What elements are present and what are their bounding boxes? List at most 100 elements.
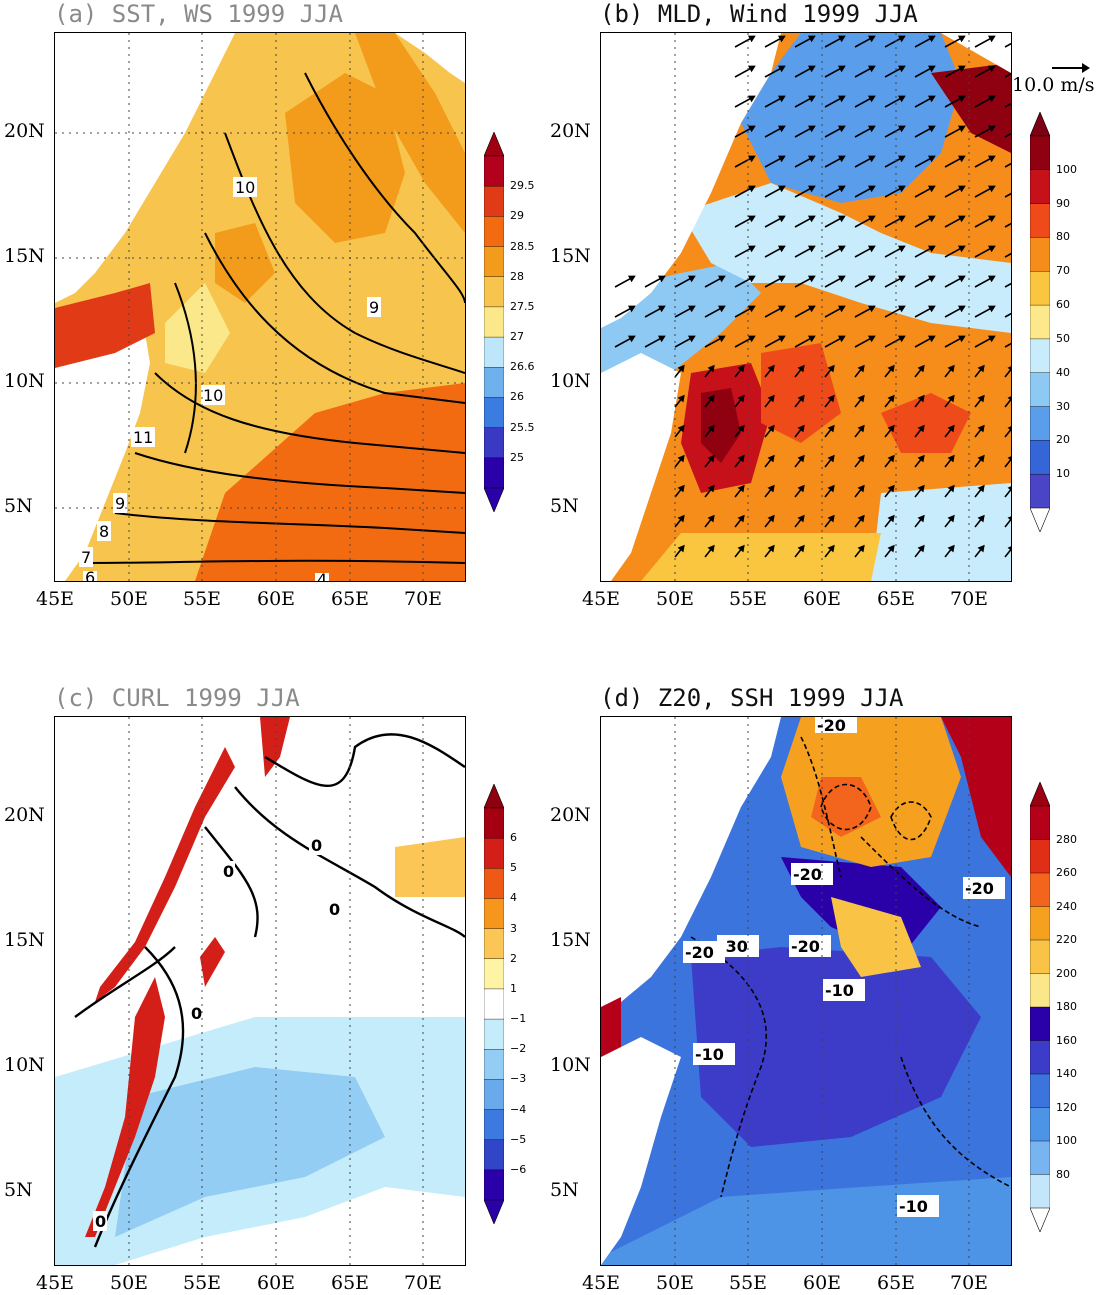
contour-label: -20 bbox=[685, 943, 714, 962]
wind-vector-head bbox=[677, 454, 685, 463]
wind-vector-head bbox=[827, 454, 835, 463]
wind-vector-head bbox=[677, 514, 685, 523]
wind-vector-head bbox=[827, 364, 835, 373]
x-tick-label: 70E bbox=[950, 588, 989, 610]
contour-label: -20 bbox=[793, 865, 822, 884]
wind-vector-head bbox=[867, 185, 876, 193]
contour-label: 11 bbox=[133, 428, 153, 447]
x-tick-label: 50E bbox=[656, 1272, 695, 1294]
wind-vector-head bbox=[837, 185, 846, 193]
colorbar-segment bbox=[1029, 372, 1051, 408]
wind-vector-head bbox=[1007, 486, 1011, 491]
wind-vector-head bbox=[987, 335, 996, 343]
wind-vector-head bbox=[807, 35, 816, 43]
wind-vector-head bbox=[867, 245, 876, 253]
colorbar-label: 140 bbox=[1056, 1067, 1077, 1080]
y-tick-label: 10N bbox=[4, 370, 45, 392]
colorbar-top-triangle bbox=[1029, 111, 1051, 137]
wind-vector-head bbox=[767, 424, 775, 433]
wind-vector-head bbox=[897, 275, 906, 283]
colorbar-segment bbox=[1029, 872, 1051, 908]
wind-vector-head bbox=[657, 305, 666, 313]
colorbar-segment bbox=[483, 397, 505, 429]
wind-vector bbox=[1004, 72, 1011, 78]
wind-vector-head bbox=[807, 305, 816, 313]
colorbar-segment bbox=[1029, 237, 1051, 272]
colorbar-label: 240 bbox=[1056, 899, 1077, 913]
wind-vector-head bbox=[917, 544, 925, 553]
colorbar-label: −3 bbox=[510, 1072, 527, 1086]
contour-label: 7 bbox=[81, 548, 91, 567]
wind-vector-head bbox=[987, 35, 996, 43]
colorbar-segment bbox=[1029, 169, 1051, 205]
wind-vector-head bbox=[747, 215, 756, 223]
wind-vector-head bbox=[857, 514, 865, 523]
y-tick-label: 20N bbox=[4, 804, 45, 826]
wind-vector-head bbox=[897, 125, 906, 133]
wind-vector bbox=[1004, 398, 1011, 408]
wind-vector bbox=[1004, 192, 1011, 198]
wind-vector bbox=[1004, 42, 1011, 48]
wind-vector-head bbox=[867, 155, 876, 163]
wind-vector-head bbox=[947, 484, 955, 493]
colorbar-segment bbox=[483, 988, 505, 1020]
wind-vector-head bbox=[1007, 396, 1011, 401]
y-tick-label: 5N bbox=[4, 1179, 33, 1201]
wind-vector-head bbox=[957, 245, 966, 253]
wind-vector-head bbox=[1007, 456, 1011, 461]
wind-vector-head bbox=[807, 335, 816, 343]
wind-vector bbox=[1004, 312, 1011, 318]
wind-vector-head bbox=[957, 65, 966, 73]
wind-vector-head bbox=[767, 544, 775, 553]
contour-label: 10 bbox=[235, 178, 255, 197]
wind-vector-head bbox=[797, 424, 805, 433]
colorbar bbox=[483, 131, 505, 516]
colorbar-label: 100 bbox=[1056, 1134, 1077, 1147]
colorbar-segment bbox=[1029, 906, 1051, 941]
colorbar-segment bbox=[1029, 973, 1051, 1008]
colorbar-segment bbox=[1029, 203, 1051, 239]
x-tick-label: 65E bbox=[877, 1272, 916, 1294]
wind-vector-head bbox=[867, 125, 876, 133]
colorbar bbox=[1029, 111, 1051, 536]
wind-vector-head bbox=[747, 185, 756, 193]
wind-vector-head bbox=[807, 215, 816, 223]
wind-vector-head bbox=[707, 424, 715, 433]
wind-vector-head bbox=[897, 35, 906, 43]
wind-vector-head bbox=[777, 35, 786, 43]
colorbar-label: 6 bbox=[510, 831, 517, 845]
wind-vector-head bbox=[807, 65, 816, 73]
wind-vector-head bbox=[837, 95, 846, 103]
wind-vector-head bbox=[777, 65, 786, 73]
wind-vector-head bbox=[747, 155, 756, 163]
wind-vector-head bbox=[837, 65, 846, 73]
colorbar-segment bbox=[1029, 440, 1051, 475]
sst-map: 10 9 10 11 9 8 7 6 4 bbox=[54, 32, 466, 582]
colorbar-segment bbox=[1029, 1174, 1051, 1209]
wind-vector-head bbox=[957, 335, 966, 343]
colorbar-segment bbox=[483, 1018, 505, 1050]
y-tick-label: 5N bbox=[550, 1179, 579, 1201]
contour-label: 6 bbox=[85, 568, 95, 581]
wind-vector bbox=[1004, 458, 1011, 468]
colorbar-label: 29.5 bbox=[510, 179, 535, 193]
x-tick-label: 45E bbox=[582, 1272, 621, 1294]
colorbar-segment bbox=[483, 457, 505, 489]
wind-vector-head bbox=[927, 335, 936, 343]
contour-label: -20 bbox=[965, 879, 994, 898]
wind-vector-head bbox=[747, 35, 756, 43]
wind-vector-head bbox=[867, 95, 876, 103]
contour-label: 0 bbox=[223, 862, 234, 881]
wind-vector bbox=[1004, 518, 1011, 528]
colorbar-segment bbox=[483, 216, 505, 248]
wind-vector-head bbox=[747, 305, 756, 313]
contour-label: 10 bbox=[203, 386, 223, 405]
colorbar-label: 1 bbox=[510, 981, 517, 995]
wind-vector-head bbox=[987, 155, 996, 163]
wind-vector-head bbox=[717, 335, 726, 343]
contour-label: 9 bbox=[369, 298, 379, 317]
x-tick-label: 50E bbox=[110, 588, 149, 610]
wind-vector-head bbox=[737, 514, 745, 523]
wind-vector-head bbox=[777, 215, 786, 223]
wind-vector-head bbox=[797, 484, 805, 493]
